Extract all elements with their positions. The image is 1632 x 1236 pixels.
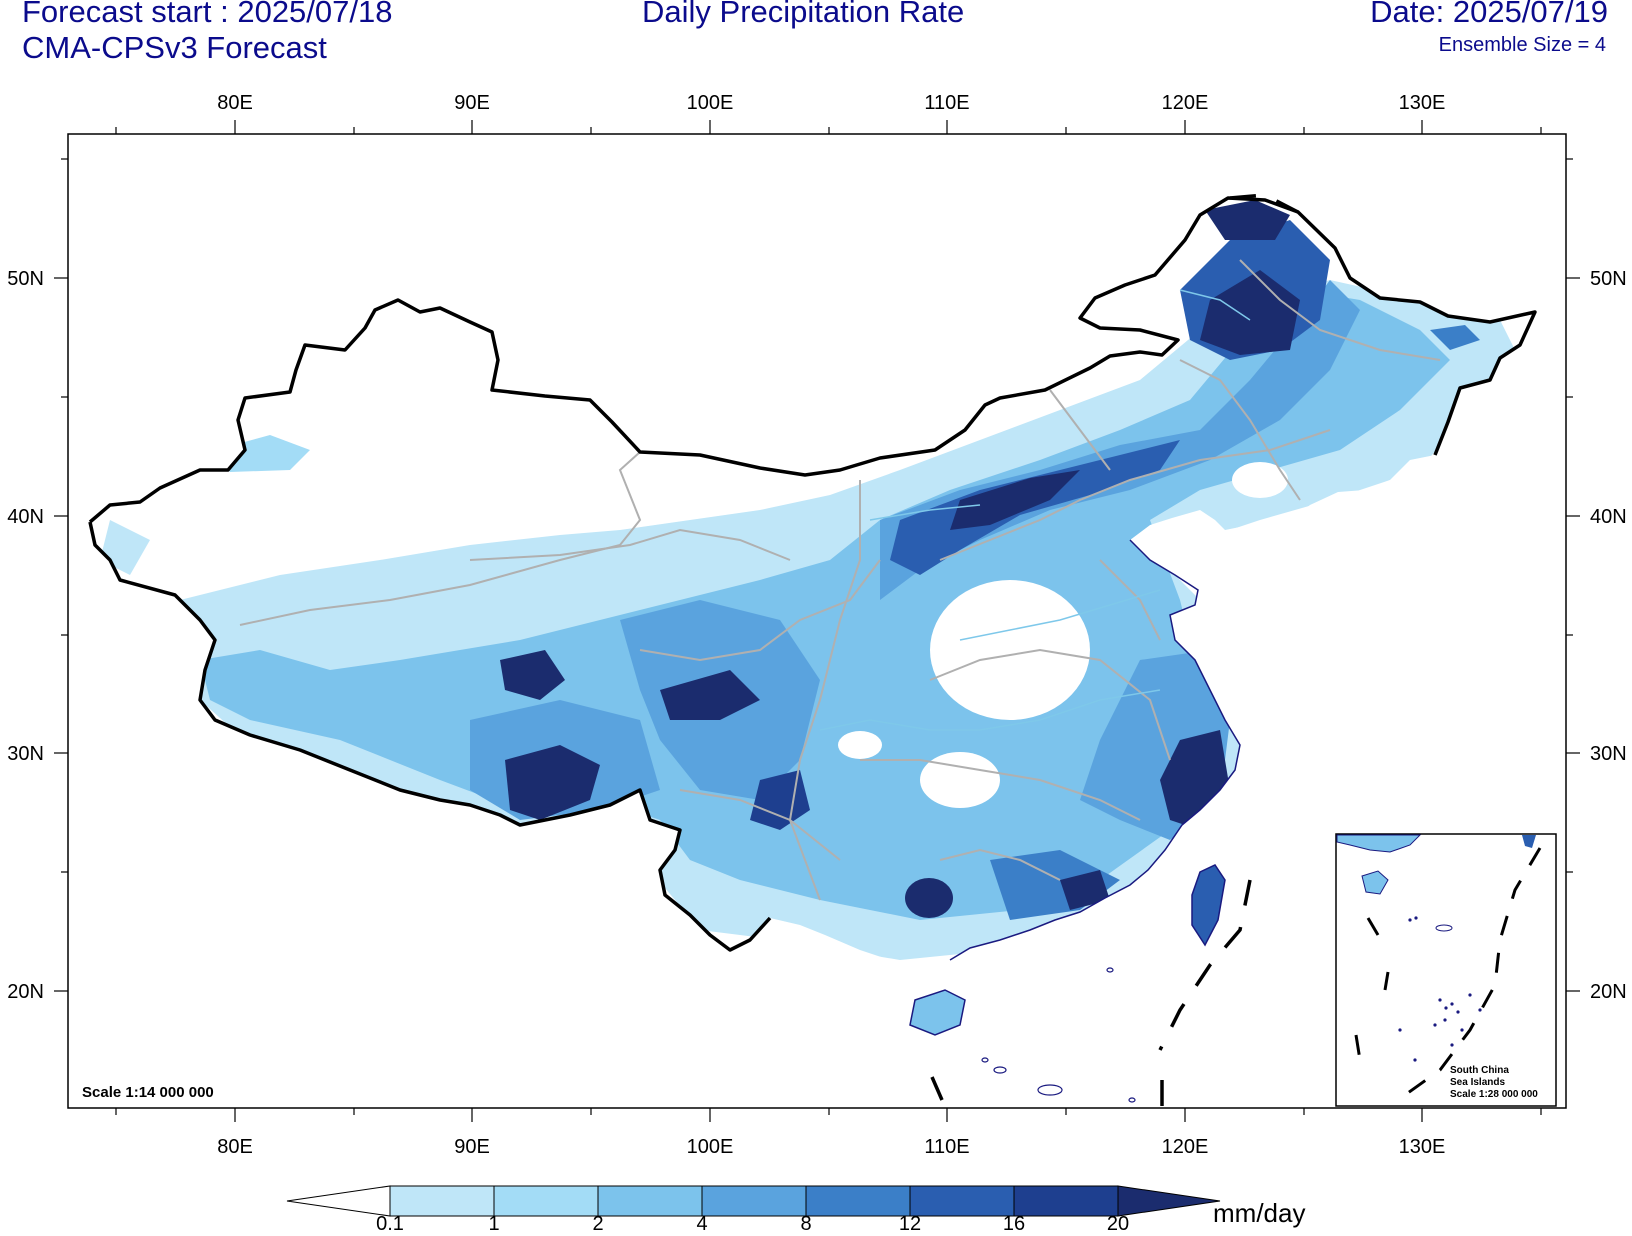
- lat-label: 30N: [7, 743, 44, 765]
- rivers: [819, 289, 1251, 731]
- forecast-start-label: Forecast start : 2025/07/18: [22, 0, 393, 29]
- lon-label: 120E: [1162, 92, 1209, 114]
- taiwan-island: [1191, 864, 1226, 947]
- colorbar-level-label: 1: [488, 1213, 499, 1235]
- colorbar-swatch: [805, 1185, 911, 1217]
- lat-label: 50N: [1590, 268, 1627, 290]
- valid-date-label: Date: 2025/07/19: [1370, 0, 1608, 29]
- colorbar-swatch: [493, 1185, 599, 1217]
- scattered-islands: [981, 967, 1136, 1103]
- colorbar-swatch: [1013, 1185, 1119, 1217]
- lat-label: 40N: [7, 506, 44, 528]
- south-china-sea-inset: South China Sea Islands Scale 1:28 000 0…: [1335, 833, 1557, 1107]
- lon-label: 90E: [454, 92, 490, 114]
- map-title: Daily Precipitation Rate: [642, 0, 965, 29]
- colorbar-level-label: 20: [1107, 1213, 1129, 1235]
- national-border-south: [88, 521, 772, 952]
- lon-label: 130E: [1399, 1136, 1446, 1158]
- hainan-island: [909, 989, 966, 1036]
- colorbar: 0.1 1 2 4 8 12 16 20 mm/day: [286, 1185, 1305, 1235]
- colorbar-level-label: 0.1: [376, 1213, 404, 1235]
- lat-label: 40N: [1590, 506, 1627, 528]
- lon-labels-top: 80E 90E 100E 110E 120E 130E: [217, 92, 1445, 114]
- lon-label: 100E: [687, 1136, 734, 1158]
- colorbar-level-label: 4: [696, 1213, 707, 1235]
- colorbar-swatch: [597, 1185, 703, 1217]
- frame-ticks: [54, 120, 1580, 1122]
- province-boundaries: [239, 259, 1441, 901]
- map-scale-label: Scale 1:14 000 000: [82, 1084, 214, 1101]
- lat-label: 20N: [1590, 981, 1627, 1003]
- ensemble-size-label: Ensemble Size = 4: [1438, 34, 1606, 56]
- maritime-boundary-dashes: [930, 193, 1299, 1108]
- model-name-label: CMA-CPSv3 Forecast: [22, 30, 327, 65]
- lat-label: 30N: [1590, 743, 1627, 765]
- colorbar-level-label: 2: [592, 1213, 603, 1235]
- coastline: [949, 539, 1241, 961]
- lon-label: 130E: [1399, 92, 1446, 114]
- colorbar-level-label: 16: [1003, 1213, 1025, 1235]
- lon-label: 110E: [924, 92, 969, 114]
- national-border-north: [88, 196, 1537, 524]
- colorbar-swatch: [389, 1185, 495, 1217]
- lat-label: 50N: [7, 268, 44, 290]
- inset-label-line3: Scale 1:28 000 000: [1450, 1089, 1538, 1100]
- lon-label: 90E: [454, 1136, 490, 1158]
- colorbar-level-label: 12: [899, 1213, 921, 1235]
- colorbar-swatch: [701, 1185, 807, 1217]
- colorbar-swatch: [909, 1185, 1015, 1217]
- lon-label: 110E: [924, 1136, 969, 1158]
- lon-label: 80E: [217, 92, 253, 114]
- inset-hainan: [1361, 870, 1389, 895]
- lon-label: 120E: [1162, 1136, 1209, 1158]
- lat-label: 20N: [7, 981, 44, 1003]
- lat-labels-right: 50N 40N 30N 20N: [1590, 268, 1627, 1003]
- inset-label-line1: South China: [1450, 1065, 1509, 1076]
- lat-labels-left: 50N 40N 30N 20N: [7, 268, 44, 1003]
- lon-labels-bottom: 80E 90E 100E 110E 120E 130E: [217, 1136, 1445, 1158]
- colorbar-unit-label: mm/day: [1213, 1198, 1305, 1228]
- colorbar-high-triangle: [1117, 1185, 1221, 1217]
- lon-label: 100E: [687, 92, 734, 114]
- colorbar-low-triangle: [286, 1185, 391, 1217]
- colorbar-level-label: 8: [800, 1213, 811, 1235]
- lon-label: 80E: [217, 1136, 253, 1158]
- inset-label-line2: Sea Islands: [1450, 1077, 1505, 1088]
